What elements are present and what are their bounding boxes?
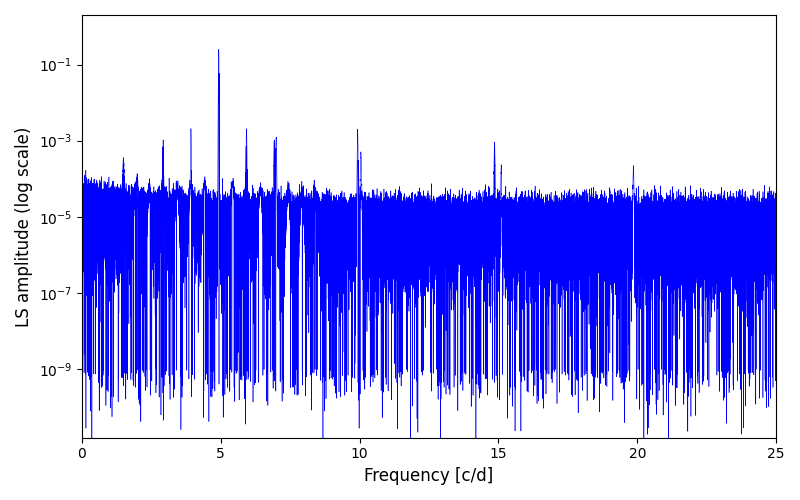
Y-axis label: LS amplitude (log scale): LS amplitude (log scale) [15,126,33,326]
X-axis label: Frequency [c/d]: Frequency [c/d] [364,467,494,485]
